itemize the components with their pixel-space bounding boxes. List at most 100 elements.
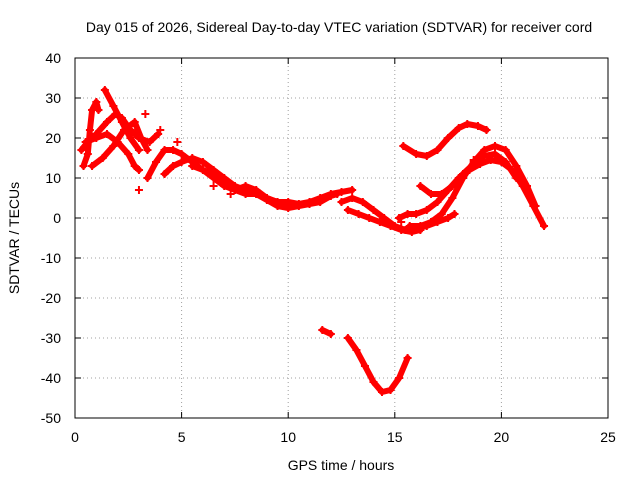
data-point — [241, 190, 250, 198]
data-point — [348, 194, 357, 202]
data-point — [531, 202, 540, 210]
data-point — [386, 386, 395, 394]
data-point — [220, 178, 229, 186]
data-point — [188, 154, 197, 162]
data-point — [173, 138, 182, 146]
data-point — [102, 118, 111, 126]
data-point — [226, 190, 235, 198]
data-point — [134, 186, 143, 194]
data-point — [427, 218, 436, 226]
data-point — [83, 150, 92, 158]
data-point — [177, 158, 186, 166]
data-point — [512, 174, 521, 182]
chart-title: Day 015 of 2026, Sidereal Day-to-day VTE… — [86, 19, 592, 35]
data-point — [177, 150, 186, 158]
data-point — [160, 146, 169, 154]
y-tick-label: -20 — [41, 290, 61, 306]
tick-labels: 0 5 10 15 20 25 -50 -40 -30 -20 -10 0 10 20 30 40 — [41, 50, 616, 445]
data-point — [416, 182, 425, 190]
y-tick-label: -50 — [41, 410, 61, 426]
data-point — [480, 152, 489, 160]
data-point — [512, 162, 521, 170]
data-point — [124, 150, 133, 158]
data-point — [459, 170, 468, 178]
x-tick-label: 5 — [178, 429, 186, 445]
data-point — [92, 98, 101, 106]
data-point — [433, 198, 442, 206]
data-point — [126, 134, 135, 142]
data-point — [156, 126, 165, 134]
data-point — [463, 120, 472, 128]
data-point — [209, 182, 218, 190]
y-tick-label: -10 — [41, 250, 61, 266]
data-point — [169, 146, 178, 154]
data-point — [88, 162, 97, 170]
data-point — [482, 126, 491, 134]
data-point — [141, 110, 150, 118]
data-point — [198, 166, 207, 174]
data-point — [437, 210, 446, 218]
data-point — [448, 182, 457, 190]
data-point — [501, 146, 510, 154]
y-tick-label: 40 — [45, 50, 61, 66]
data-point — [143, 146, 152, 154]
y-tick-label: -30 — [41, 330, 61, 346]
series-arc-8 — [188, 162, 293, 210]
data-point — [358, 198, 367, 206]
data-point — [273, 198, 282, 206]
y-tick-label: -40 — [41, 370, 61, 386]
data-point — [354, 210, 363, 218]
data-point — [412, 210, 421, 218]
data-point — [294, 202, 303, 210]
series-arc-4 — [100, 86, 143, 154]
data-point — [92, 134, 101, 142]
data-point — [427, 190, 436, 198]
data-point — [369, 378, 378, 386]
data-point — [469, 156, 478, 164]
data-point — [422, 152, 431, 160]
data-point — [473, 122, 482, 130]
data-point — [397, 226, 406, 234]
series-arc-10 — [343, 206, 425, 236]
data-point — [188, 162, 197, 170]
data-point — [109, 102, 118, 110]
data-point — [85, 126, 94, 134]
data-point — [403, 354, 412, 362]
data-point — [117, 118, 126, 126]
grid-lines — [75, 58, 608, 418]
y-axis-label: SDTVAR / TECUs — [6, 182, 22, 294]
data-point — [81, 138, 90, 146]
series-track — [189, 163, 292, 209]
data-point — [407, 228, 416, 236]
data-point — [305, 200, 314, 208]
series-arc-16 — [343, 334, 412, 396]
data-point — [501, 158, 510, 166]
data-point — [386, 222, 395, 230]
data-point — [360, 362, 369, 370]
data-point — [365, 214, 374, 222]
data-point — [98, 154, 107, 162]
data-point — [540, 222, 549, 230]
series-arc-15 — [318, 326, 335, 338]
data-point — [343, 206, 352, 214]
series-arc-1 — [79, 98, 103, 170]
x-tick-label: 20 — [494, 429, 510, 445]
x-tick-label: 10 — [280, 429, 296, 445]
data-point — [444, 214, 453, 222]
data-point — [100, 86, 109, 94]
data-point — [77, 146, 86, 154]
data-point — [375, 218, 384, 226]
data-point — [284, 202, 293, 210]
data-point — [337, 198, 346, 206]
isolated-points — [134, 110, 478, 226]
x-tick-label: 0 — [71, 429, 79, 445]
data-point — [433, 146, 442, 154]
data-point — [145, 138, 154, 146]
x-tick-label: 15 — [387, 429, 403, 445]
x-axis-label: GPS time / hours — [288, 457, 395, 473]
data-point — [399, 142, 408, 150]
series-track — [344, 335, 411, 395]
data-point — [422, 206, 431, 214]
